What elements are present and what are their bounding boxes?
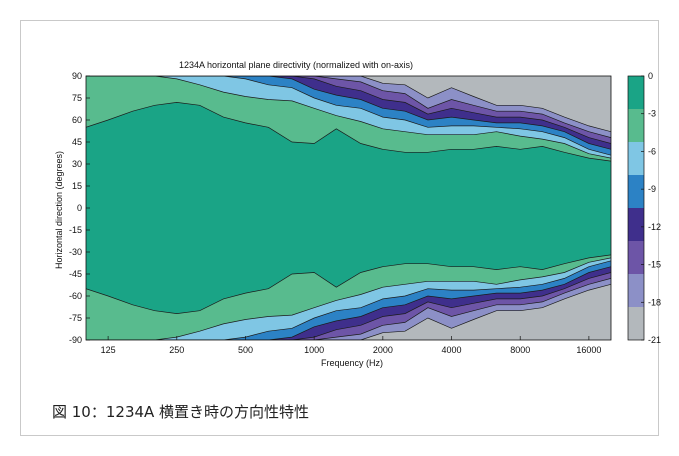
y-tick-label: 0 (77, 203, 82, 213)
figure-caption: 図 10：1234A 横置き時の方向性特性 (52, 403, 310, 421)
contour-line--9-lower (86, 260, 611, 340)
x-tick-label: 125 (101, 345, 116, 355)
contour-line--21-upper (86, 76, 611, 133)
x-tick-label: 1000 (304, 345, 324, 355)
contour-lines (86, 76, 611, 340)
x-tick-label: 16000 (576, 345, 601, 355)
y-tick-label: -45 (69, 269, 82, 279)
y-tick-label: 15 (72, 181, 82, 191)
x-axis-label: Frequency (Hz) (321, 358, 383, 368)
colorbar-segment (628, 241, 644, 274)
plot-area (86, 76, 611, 340)
y-tick-label: -90 (69, 335, 82, 345)
y-tick-label: 75 (72, 93, 82, 103)
x-axis: 125 250 500 1000 2000 4000 8000 16000 (101, 336, 601, 355)
contour-line--12-upper (86, 76, 611, 150)
contour-line--9-upper (86, 76, 611, 156)
chart-title: 1234A horizontal plane directivity (norm… (179, 60, 413, 70)
colorbar-tick-label: -21 (648, 335, 661, 345)
contour-line--15-lower (86, 272, 611, 340)
contour-line--15-upper (86, 76, 611, 144)
band-fill--3 (86, 102, 611, 314)
colorbar-segment (628, 109, 644, 142)
colorbar-segment (628, 175, 644, 208)
y-tick-label: 90 (72, 71, 82, 81)
colorbar-tick-label: -3 (648, 109, 656, 119)
y-axis: 90 75 60 45 30 15 0 -15 -30 -45 -60 -75 -90 (69, 71, 90, 345)
y-axis-label: Horizontal direction (degrees) (54, 151, 64, 269)
contour-line--18-lower (86, 278, 611, 340)
contour-line--12-lower (86, 266, 611, 340)
contour-line--3-upper (86, 102, 611, 162)
contour-line--6-lower (86, 257, 611, 340)
colorbar-border (627, 75, 645, 341)
figure-frame (20, 20, 659, 436)
contour-line--3-lower (86, 254, 611, 314)
colorbar: 0 -3 -6 -9 -12 -15 -18 -21 (627, 71, 661, 345)
y-tick-label: -60 (69, 291, 82, 301)
x-tick-label: 4000 (442, 345, 462, 355)
y-tick-label: -15 (69, 225, 82, 235)
colorbar-tick-label: -18 (648, 297, 661, 307)
colorbar-tick-label: -6 (648, 146, 656, 156)
colorbar-segment (628, 76, 644, 109)
colorbar-tick-label: 0 (648, 71, 653, 81)
colorbar-segment (628, 307, 644, 340)
y-tick-label: -75 (69, 313, 82, 323)
colorbar-segment (628, 208, 644, 241)
colorbar-tick-label: -12 (648, 222, 661, 232)
x-tick-label: 2000 (373, 345, 393, 355)
contour-line--6-upper (86, 76, 611, 159)
y-tick-label: 45 (72, 137, 82, 147)
x-tick-label: 250 (169, 345, 184, 355)
y-tick-label: 60 (72, 115, 82, 125)
contour-line--21-lower (86, 283, 611, 340)
contour-line--18-upper (86, 76, 611, 138)
y-tick-label: -30 (69, 247, 82, 257)
x-tick-label: 500 (238, 345, 253, 355)
y-tick-label: 30 (72, 159, 82, 169)
colorbar-tick-label: -15 (648, 260, 661, 270)
colorbar-tick-label: -9 (648, 184, 656, 194)
colorbar-segment (628, 274, 644, 307)
x-tick-label: 8000 (510, 345, 530, 355)
colorbar-segment (628, 142, 644, 175)
